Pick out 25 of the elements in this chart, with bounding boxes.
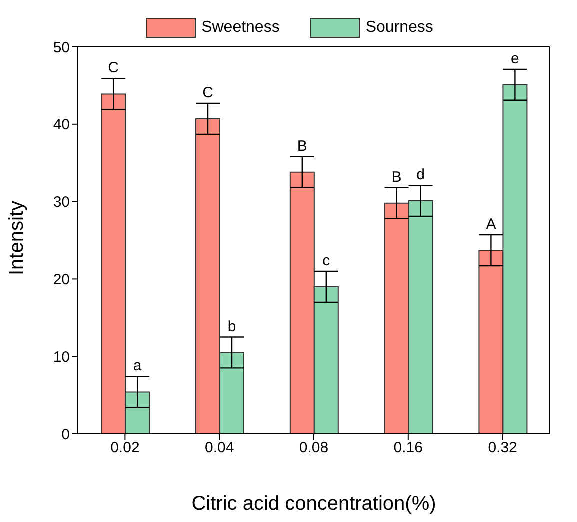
data-label: d: [416, 166, 425, 184]
y-tick-label: 10: [53, 348, 70, 366]
y-tick-label: 40: [53, 116, 70, 134]
y-tick-label: 30: [53, 194, 70, 212]
y-tick-label: 0: [62, 426, 70, 444]
data-label: B: [392, 168, 402, 186]
x-tick-label: 0.16: [394, 440, 423, 457]
x-axis-title: Citric acid concentration(%): [192, 493, 436, 516]
data-label: C: [202, 84, 214, 102]
y-axis-title: Intensity: [6, 201, 28, 276]
data-label: C: [108, 60, 120, 77]
data-label: a: [133, 358, 142, 375]
data-label: A: [486, 216, 496, 234]
y-tick-label: 50: [53, 39, 70, 56]
x-tick-label: 0.04: [205, 440, 234, 457]
legend-label: Sweetness: [202, 19, 280, 37]
data-label: c: [322, 252, 331, 270]
y-tick-label: 20: [53, 272, 70, 289]
data-label: e: [511, 50, 520, 68]
data-label: b: [228, 318, 236, 336]
x-tick-label: 0.32: [488, 440, 518, 457]
x-tick-label: 0.08: [299, 440, 329, 457]
data-label: B: [297, 138, 308, 155]
x-tick-label: 0.02: [110, 440, 140, 457]
legend-label: Sourness: [366, 19, 434, 37]
